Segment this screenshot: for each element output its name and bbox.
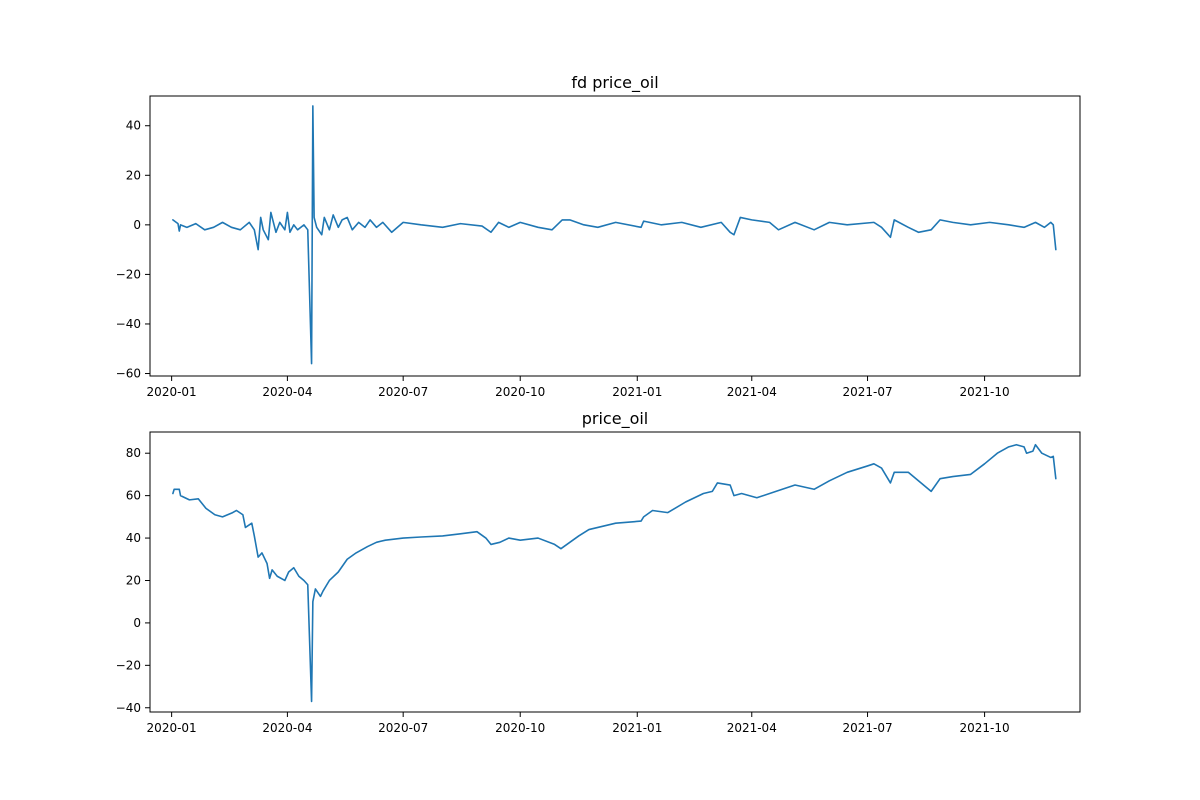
y-tick-label: 20 [126,168,141,182]
x-tick-label: 2020-10 [495,721,545,735]
y-tick-label: 40 [126,531,141,545]
chart-title: price_oil [582,409,649,429]
y-tick-label: 80 [126,446,141,460]
x-axis: 2020-01 2020-04 2020-07 2020-10 2021-01 2021-… [147,712,1010,735]
series-line [172,443,1057,703]
x-tick-label: 2020-01 [147,721,197,735]
x-tick-label: 2021-10 [960,385,1010,399]
y-tick-label: −20 [116,658,141,672]
y-axis: 40 20 0 −20 −40 −60 [116,119,150,381]
chart-title: fd price_oil [571,73,658,93]
x-tick-label: 2020-07 [378,385,428,399]
fd-price-oil-panel: fd price_oil 2020-01 2020-04 2020-07 2020-1… [116,73,1081,399]
x-tick-label: 2020-04 [262,385,312,399]
price-oil-panel: price_oil 2020-01 2020-04 2020-07 2020-10 20… [116,409,1081,735]
series-line [172,105,1057,365]
x-tick-label: 2020-10 [495,385,545,399]
plot-frame [149,431,1081,713]
y-tick-label: −40 [116,317,141,331]
y-axis: 80 60 40 20 0 −20 −40 [116,446,150,715]
y-tick-label: 0 [133,616,141,630]
x-tick-label: 2021-07 [842,721,892,735]
x-tick-label: 2021-10 [960,721,1010,735]
y-tick-label: 20 [126,573,141,587]
y-tick-label: 40 [126,119,141,133]
y-tick-label: 0 [133,218,141,232]
x-tick-label: 2021-04 [727,721,777,735]
x-tick-label: 2021-07 [842,385,892,399]
x-tick-label: 2021-01 [612,385,662,399]
x-tick-label: 2020-01 [147,385,197,399]
y-tick-label: −20 [116,267,141,281]
y-tick-label: −60 [116,367,141,381]
y-tick-label: 60 [126,489,141,503]
x-tick-label: 2021-04 [727,385,777,399]
y-tick-label: −40 [116,701,141,715]
x-tick-label: 2021-01 [612,721,662,735]
plot-frame [149,95,1081,377]
x-tick-label: 2020-07 [378,721,428,735]
x-tick-label: 2020-04 [262,721,312,735]
x-axis: 2020-01 2020-04 2020-07 2020-10 2021-01 2021-… [147,376,1010,399]
